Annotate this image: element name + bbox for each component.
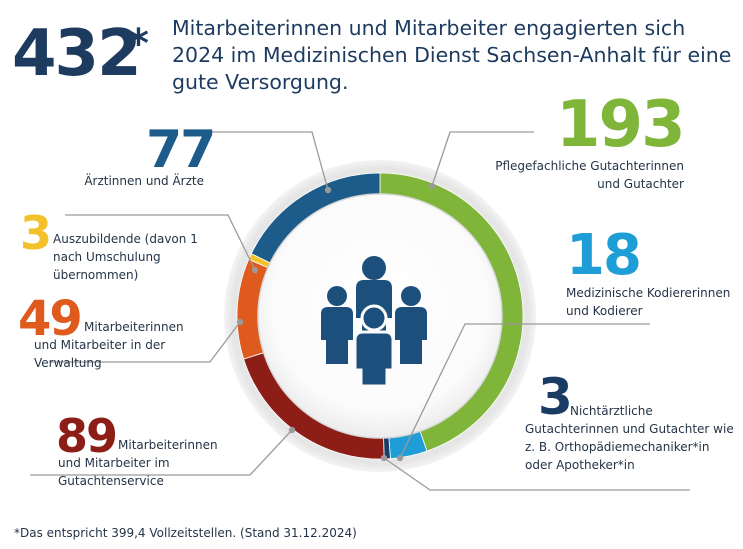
label-aerzte: Ärztinnen und Ärzte bbox=[84, 174, 204, 188]
footnote: *Das entspricht 399,4 Vollzeitstellen. (… bbox=[14, 526, 357, 540]
value-aerzte: 77 bbox=[146, 120, 216, 180]
leader-dot-gutachten bbox=[288, 426, 296, 434]
headline-text: Mitarbeiterinnen und Mitarbeiter engagie… bbox=[172, 16, 732, 94]
label-kodier: Medizinische Kodiererinnen und Kodierer bbox=[566, 286, 731, 318]
leader-line-aerzte bbox=[212, 131, 329, 191]
label-azubi: Auszubildende (davon 1 nach Umschulung ü… bbox=[53, 232, 198, 282]
leader-dot-aerzte bbox=[324, 186, 332, 194]
leader-line-nicht bbox=[383, 457, 690, 491]
value-nicht: 3 bbox=[538, 368, 573, 426]
headline-asterisk: * bbox=[128, 21, 149, 67]
value-kodier: 18 bbox=[566, 223, 642, 288]
label-nicht: Nichtärztliche Gutachterinnen und Gutach… bbox=[525, 404, 734, 472]
leader-dot-kodier bbox=[396, 454, 404, 462]
leader-line-pflege bbox=[431, 131, 534, 187]
leader-line-verwaltung bbox=[50, 321, 241, 363]
label-gutachten: Mitarbeiterinnen und Mitarbeiter im Guta… bbox=[58, 438, 218, 488]
leader-line-azubi bbox=[65, 214, 256, 271]
value-verwaltung: 49 bbox=[18, 291, 83, 347]
inner-disc-rim bbox=[257, 193, 503, 439]
value-pflege: 193 bbox=[556, 88, 686, 162]
label-pflege: Pflegefachliche Gutachterinnen und Gutac… bbox=[495, 159, 684, 191]
label-verwaltung: Mitarbeiterinnen und Mitarbeiter in der … bbox=[34, 320, 184, 370]
value-gutachten: 89 bbox=[56, 409, 118, 463]
people-group-icon bbox=[321, 256, 427, 388]
leader-dot-verwaltung bbox=[236, 318, 244, 326]
leader-dot-pflege bbox=[428, 182, 436, 190]
headline-number: 432 bbox=[12, 17, 142, 91]
leader-dot-azubi bbox=[251, 266, 259, 274]
value-azubi: 3 bbox=[20, 206, 52, 260]
leader-dot-nicht bbox=[380, 454, 388, 462]
leader-line-kodier bbox=[399, 323, 650, 459]
leader-line-gutachten bbox=[30, 429, 293, 476]
